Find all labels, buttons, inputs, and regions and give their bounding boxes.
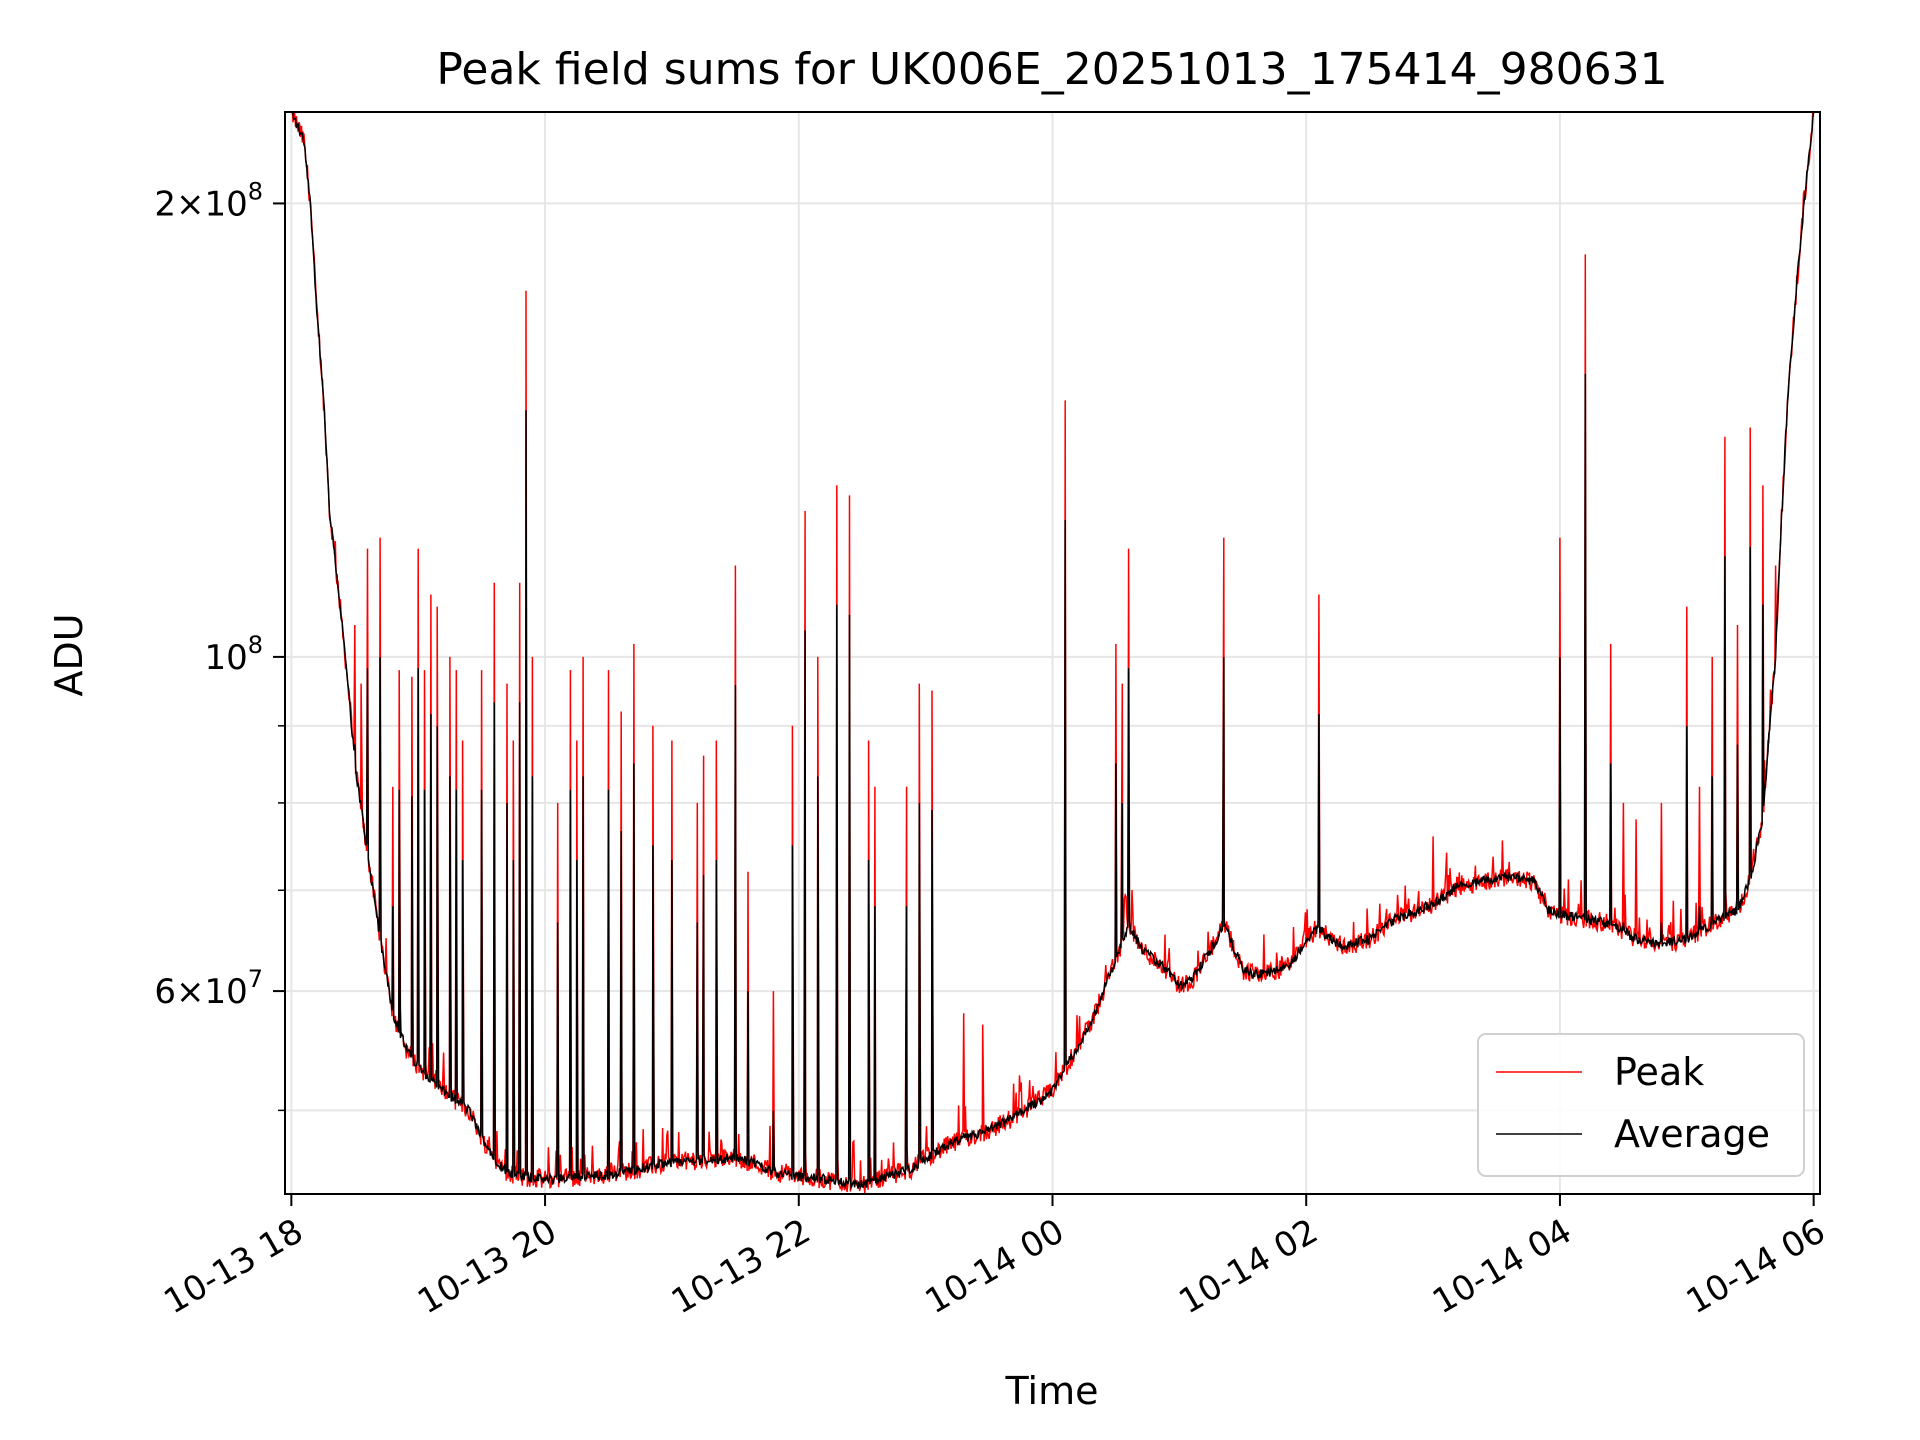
y-tick-exponent: 8 [248, 177, 263, 205]
y-tick-base: 2×10 [154, 184, 247, 224]
legend-average-label: Average [1614, 1112, 1770, 1156]
x-axis-label: Time [1005, 1369, 1099, 1413]
plot-area [291, 112, 1815, 1194]
chart-title: Peak field sums for UK006E_20251013_1754… [436, 44, 1667, 95]
y-tick-label: 2×108 [154, 177, 263, 224]
y-tick-label: 6×107 [154, 965, 263, 1012]
y-tick-base: 6×10 [154, 972, 247, 1012]
legend-peak-label: Peak [1614, 1050, 1704, 1094]
legend: Peak Average [1477, 1033, 1805, 1177]
series-peak-line [291, 112, 1814, 1194]
series-average-line [291, 112, 1815, 1191]
y-tick-label: 108 [204, 631, 263, 678]
y-tick-exponent: 8 [248, 631, 263, 659]
y-axis-label: ADU [47, 613, 91, 696]
legend-frame [1477, 1033, 1805, 1177]
y-tick-base: 10 [204, 638, 247, 678]
y-tick-exponent: 7 [248, 965, 263, 993]
